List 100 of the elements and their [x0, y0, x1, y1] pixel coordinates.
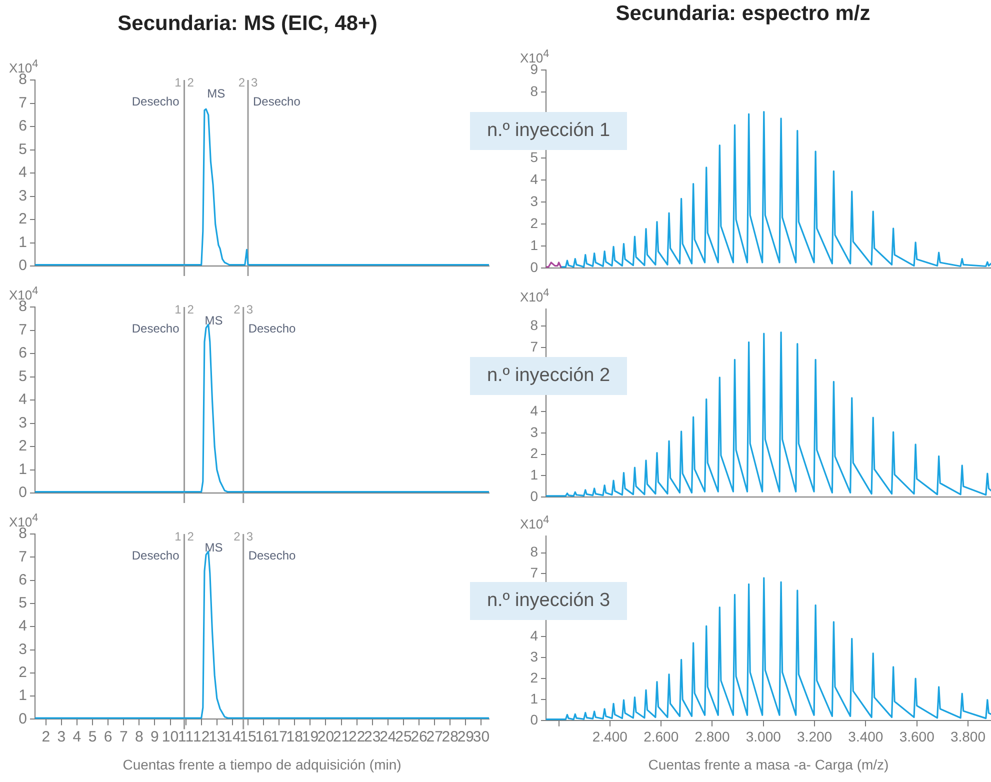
x-tick-label: 15: [240, 728, 256, 746]
y-tick-label: 8: [18, 525, 27, 542]
annotation: Desecho: [248, 321, 296, 336]
annotation: 2: [187, 529, 194, 544]
annotation: Desecho: [132, 548, 180, 562]
y-tick-label: 2: [530, 445, 538, 462]
y-tick-label: 8: [530, 544, 538, 560]
annotation: MS: [204, 313, 223, 328]
x-tick-label: 21: [332, 728, 350, 746]
x-tick-label: 30: [472, 728, 490, 746]
y-tick-label: 0: [18, 710, 27, 728]
y-tick-label: 2: [18, 664, 27, 682]
y-tick-label: 6: [18, 118, 27, 135]
annotation: 2: [187, 302, 194, 316]
y-tick-label: 1: [530, 466, 538, 482]
y-tick-label: 7: [18, 94, 27, 112]
annotation: 3: [251, 75, 258, 90]
y-tick-label: 7: [530, 564, 538, 581]
y-tick-label: 2: [530, 214, 538, 231]
annotation: 2: [187, 75, 194, 90]
y-tick-label: 3: [530, 192, 538, 209]
x-tick-label: 13: [208, 728, 226, 746]
y-tick-label: 8: [530, 316, 538, 333]
y-axis-title: X10$^{4}$: [520, 514, 550, 532]
y-tick-label: 7: [530, 338, 538, 354]
y-tick-label: 1: [18, 460, 27, 478]
x-tick-label: 3.400: [848, 728, 884, 745]
y-tick-label: 4: [18, 618, 27, 635]
annotation: 2: [234, 529, 241, 544]
x-tick-label: 20: [317, 728, 334, 746]
annotation: Desecho: [132, 321, 180, 336]
y-tick-label: 5: [530, 148, 538, 165]
y-tick-label: 4: [530, 170, 538, 187]
annotation: 1: [174, 302, 182, 316]
y-tick-label: 5: [18, 368, 27, 385]
x-tick-label: 2.600: [644, 728, 679, 745]
x-tick-label: 3.800: [950, 728, 986, 745]
x-tick-label: 16: [255, 728, 272, 746]
x-tick-label: 2: [42, 728, 50, 746]
y-tick-label: 2: [18, 210, 27, 228]
x-tick-label: 12: [193, 728, 210, 746]
x-tick-label: 25: [395, 728, 412, 746]
x-tick-label: 28: [442, 728, 458, 746]
y-tick-label: 6: [18, 344, 27, 362]
x-axis-title: Cuentas frente a tiempo de adquisición (min): [122, 756, 402, 772]
annotation: MS: [207, 86, 226, 100]
y-tick-label: 0: [18, 257, 27, 274]
annotation: MS: [204, 540, 223, 554]
x-tick-label: 24: [380, 728, 396, 746]
annotation: Desecho: [132, 94, 180, 108]
y-tick-label: 5: [18, 594, 27, 612]
y-tick-label: 0: [530, 258, 538, 275]
y-tick-label: 6: [18, 571, 27, 588]
y-tick-label: 1: [530, 690, 538, 706]
y-tick-label: 4: [18, 164, 27, 182]
x-tick-label: 2.400: [592, 728, 628, 745]
x-tick-label: 18: [286, 728, 303, 746]
y-tick-label: 8: [18, 298, 27, 316]
y-tick-label: 8: [18, 71, 27, 88]
x-tick-label: 19: [302, 728, 319, 746]
y-tick-label: 0: [18, 484, 27, 502]
annotation: 1: [174, 75, 182, 90]
y-tick-label: 1: [18, 687, 27, 704]
y-axis-title: X10$^{4}$: [520, 48, 550, 66]
x-axis-title: Cuentas frente a masa -a- Carga (m/z): [648, 756, 889, 772]
x-tick-label: 17: [270, 728, 288, 746]
y-tick-label: 0: [530, 488, 538, 504]
annotation: n.º inyección 2: [470, 357, 627, 395]
chart-title: Secundaria: espectro m/z: [614, 2, 872, 26]
annotation: 2: [234, 302, 241, 316]
x-tick-label: 26: [410, 728, 428, 746]
y-tick-label: 0: [530, 711, 538, 728]
x-tick-label: 10: [162, 728, 179, 746]
annotation: Desecho: [248, 548, 296, 562]
x-tick-label: 14: [224, 728, 241, 746]
y-tick-label: 4: [530, 402, 538, 418]
x-tick-label: 9: [150, 728, 159, 746]
y-tick-label: 1: [18, 234, 27, 251]
y-tick-label: 7: [18, 321, 27, 338]
y-tick-label: 3: [530, 648, 538, 664]
y-tick-label: 3: [18, 414, 27, 432]
y-tick-label: 2: [530, 669, 538, 686]
annotation: n.º inyección 3: [470, 582, 627, 620]
x-tick-label: 8: [135, 728, 144, 746]
x-tick-label: 3.000: [746, 728, 782, 745]
x-tick-label: 29: [457, 728, 474, 746]
x-tick-label: 4: [72, 728, 82, 746]
x-tick-label: 6: [104, 728, 112, 746]
y-tick-label: 5: [18, 140, 27, 158]
annotation: 3: [246, 529, 254, 544]
y-axis-title: X10$^{4}$: [520, 287, 550, 304]
chart-title: Secundaria: MS (EIC, 48+): [116, 12, 378, 36]
x-tick-label: 22: [348, 728, 366, 746]
y-tick-label: 3: [18, 640, 27, 658]
x-tick-label: 5: [88, 728, 97, 746]
y-tick-label: 2: [18, 438, 27, 455]
x-tick-label: 23: [364, 728, 381, 746]
annotation: n.º inyección 1: [470, 112, 627, 150]
y-tick-label: 8: [530, 82, 538, 99]
x-tick-label: 3.600: [899, 728, 935, 745]
